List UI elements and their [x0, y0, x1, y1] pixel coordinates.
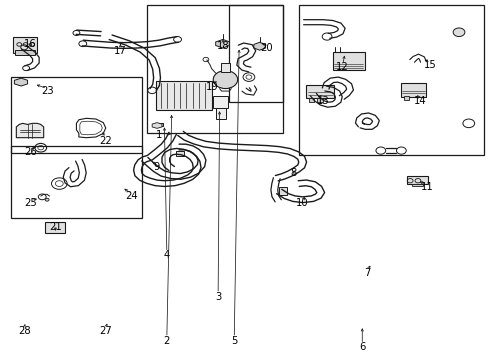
Bar [220, 63, 230, 72]
Text: 5: 5 [231, 336, 238, 346]
Bar [309, 98, 315, 102]
Bar [333, 52, 365, 69]
Text: 16: 16 [24, 40, 36, 49]
Text: 7: 7 [364, 268, 370, 278]
Bar [404, 96, 409, 100]
Bar [407, 176, 428, 184]
Bar [175, 151, 184, 156]
Text: 3: 3 [215, 292, 221, 302]
Bar [401, 83, 426, 97]
Text: 6: 6 [359, 342, 366, 352]
Bar [45, 222, 65, 233]
Polygon shape [14, 78, 27, 86]
Bar [156, 81, 212, 110]
Text: 18: 18 [217, 41, 229, 50]
Text: 23: 23 [41, 86, 53, 96]
Text: 4: 4 [164, 250, 170, 260]
Text: 27: 27 [99, 325, 112, 336]
Text: 25: 25 [24, 198, 37, 208]
Bar [299, 5, 485, 155]
Circle shape [213, 71, 238, 89]
Bar [213, 96, 228, 108]
Bar [216, 108, 226, 119]
Text: 2: 2 [164, 336, 170, 346]
Text: 24: 24 [125, 191, 138, 201]
Text: 8: 8 [291, 168, 297, 178]
Bar [15, 50, 35, 55]
Bar [156, 123, 163, 126]
Text: 21: 21 [49, 222, 62, 232]
Text: 17: 17 [114, 46, 127, 56]
Text: 26: 26 [24, 147, 37, 157]
Polygon shape [216, 40, 229, 48]
Text: 28: 28 [18, 325, 30, 336]
Bar [13, 37, 37, 53]
Text: 19: 19 [205, 82, 218, 92]
Circle shape [45, 198, 49, 201]
Bar [11, 77, 143, 153]
Bar [147, 5, 283, 134]
Bar [279, 187, 287, 195]
Circle shape [453, 28, 465, 37]
Text: 15: 15 [424, 60, 437, 70]
Text: 12: 12 [336, 62, 349, 72]
Polygon shape [16, 123, 44, 138]
Polygon shape [152, 123, 162, 129]
Text: 13: 13 [317, 96, 329, 106]
Bar [229, 5, 283, 102]
Text: 10: 10 [296, 198, 309, 208]
Bar [318, 98, 323, 102]
Text: 9: 9 [154, 162, 160, 172]
Text: 1: 1 [156, 130, 163, 140]
Text: 14: 14 [414, 96, 426, 106]
Bar [306, 85, 334, 98]
Bar [11, 146, 143, 218]
Bar [412, 184, 423, 186]
Text: 11: 11 [420, 182, 433, 192]
Polygon shape [254, 42, 266, 50]
Text: 20: 20 [261, 43, 273, 53]
Text: 22: 22 [99, 136, 112, 145]
